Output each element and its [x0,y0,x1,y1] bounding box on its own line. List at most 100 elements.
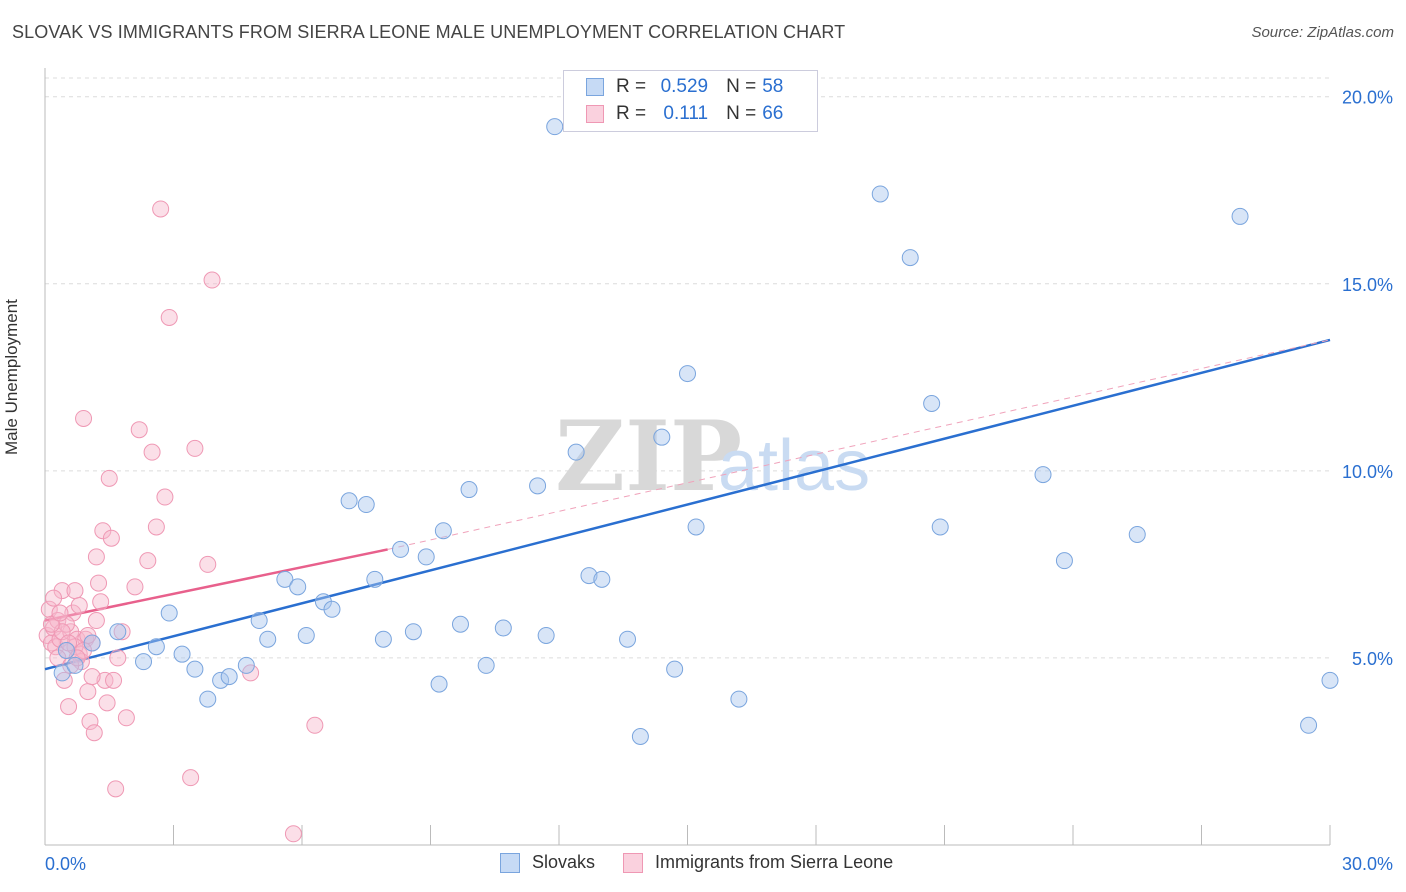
point-slovaks [340,492,358,510]
legend-swatch-sierra-leone [623,852,644,873]
legend-item-sierra-leone: Immigrants from Sierra Leone [623,852,893,873]
point-slovaks [687,518,705,536]
data-points [38,88,1339,843]
point-sierra-leone [70,597,88,615]
point-slovaks [374,630,392,648]
point-sierra-leone [105,671,123,689]
point-sierra-leone [100,469,118,487]
point-slovaks [289,578,307,596]
y-axis-label: Male Unemployment [2,299,21,455]
point-slovaks [57,641,75,659]
point-slovaks [237,656,255,674]
trend-lines [44,338,1331,671]
legend-row-slovaks: R = 0.529 N = 58 [586,75,783,99]
point-slovaks [931,518,949,536]
point-slovaks [923,395,941,413]
watermark: ZIP atlas [555,400,870,513]
point-sierra-leone [143,443,161,461]
y-tick-label: 10.0% [1342,462,1393,482]
point-sierra-leone [98,694,116,712]
point-sierra-leone [96,671,114,689]
point-slovaks [546,118,564,136]
point-slovaks [160,604,178,622]
point-sierra-leone [203,271,221,289]
n-label: N = [726,103,757,124]
source-label: Source: ZipAtlas.com [1251,24,1394,41]
point-slovaks [83,634,101,652]
point-sierra-leone [40,600,58,618]
point-sierra-leone [130,421,148,439]
axes [44,68,1331,846]
legend-series: Slovaks Immigrants from Sierra Leone [500,852,921,873]
point-slovaks [259,630,277,648]
point-sierra-leone [107,780,125,798]
point-slovaks [53,664,71,682]
n-value: 58 [762,76,784,97]
watermark-atlas: atlas [718,426,870,506]
point-sierra-leone [45,589,63,607]
point-slovaks [567,443,585,461]
point-sierra-leone [306,716,324,734]
point-sierra-leone [42,615,60,633]
point-sierra-leone [81,713,99,731]
point-slovaks [477,656,495,674]
n-value: 66 [762,103,784,124]
point-slovaks [666,660,684,678]
point-sierra-leone [51,604,69,622]
point-sierra-leone [152,200,170,218]
point-slovaks [323,600,341,618]
point-slovaks [147,638,165,656]
point-slovaks [1231,207,1249,225]
point-sierra-leone [284,825,302,843]
trend-line-sierra-leone [44,548,388,622]
point-sierra-leone [113,623,131,641]
point-slovaks [66,656,84,674]
n-label: N = [726,76,757,97]
point-slovaks [871,185,889,203]
point-sierra-leone [87,612,105,630]
trend-line-sierra-leone [387,339,1331,550]
point-sierra-leone [66,582,84,600]
point-slovaks [901,249,919,267]
point-slovaks [1034,466,1052,484]
point-slovaks [580,567,598,585]
point-slovaks [537,626,555,644]
point-slovaks [173,645,191,663]
point-slovaks [186,660,204,678]
legend-swatch-slovaks [500,852,520,873]
point-slovaks [417,548,435,566]
point-slovaks [135,653,153,671]
point-slovaks [460,481,478,499]
point-slovaks [220,668,238,686]
point-sierra-leone [182,769,200,787]
point-slovaks [404,623,422,641]
point-slovaks [494,619,512,637]
watermark-zip: ZIP [555,400,742,513]
point-sierra-leone [139,552,157,570]
legend-swatch-sierra-leone [586,105,604,123]
point-sierra-leone [87,548,105,566]
point-slovaks [593,570,611,588]
legend-swatch-slovaks [586,78,604,96]
legend-stats: R = 0.529 N = 58 R = 0.111 N = 66 [563,70,818,132]
r-value: 0.529 [660,76,709,97]
point-slovaks [212,671,230,689]
tick-labels: 5.0% 10.0% 15.0% 20.0% 0.0% 30.0% [45,88,1393,874]
point-slovaks [430,675,448,693]
point-slovaks [250,612,268,630]
point-sierra-leone [186,439,204,457]
trend-line-slovaks [44,338,1331,671]
point-sierra-leone [147,518,165,536]
x-tick-label: 30.0% [1342,854,1393,874]
point-sierra-leone [85,724,103,742]
point-slovaks [199,690,217,708]
point-slovaks [392,540,410,558]
legend-row-sierra-leone: R = 0.111 N = 66 [586,102,783,126]
point-sierra-leone [102,529,120,547]
y-tick-label: 15.0% [1342,275,1393,295]
point-slovaks [276,570,294,588]
chart-title: SLOVAK VS IMMIGRANTS FROM SIERRA LEONE M… [12,22,846,42]
r-label: R = [616,76,647,97]
point-slovaks [529,477,547,495]
